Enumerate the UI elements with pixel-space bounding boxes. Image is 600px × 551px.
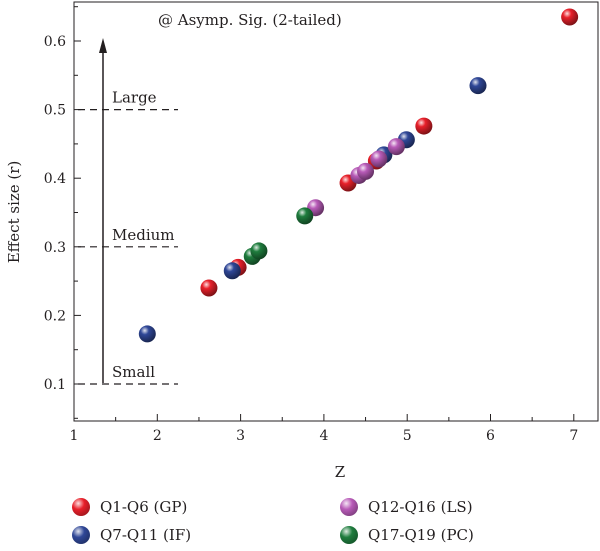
legend: Q1-Q6 (GP) Q12-Q16 (LS) Q7-Q11 (IF) Q17-… [72,498,572,548]
legend-marker [340,498,358,516]
x-tick-label: 5 [403,428,412,444]
data-point [223,262,241,280]
legend-item-q7-q11: Q7-Q11 (IF) [72,526,191,544]
x-tick-label: 1 [70,428,79,444]
legend-marker [72,526,90,544]
data-point [138,325,156,343]
data-point [370,150,388,168]
legend-label: Q1-Q6 (GP) [100,498,188,516]
y-tick-label: 0.4 [44,171,66,187]
x-tick-label: 7 [569,428,578,444]
data-point [250,242,268,260]
data-point [561,8,579,26]
y-tick-label: 0.6 [44,34,66,50]
data-point [357,162,375,180]
legend-label: Q12-Q16 (LS) [368,498,473,516]
y-tick-label: 0.1 [44,377,66,393]
x-tick-label: 3 [236,428,245,444]
threshold-label: Medium [112,226,175,244]
x-axis-ticks: 1 2 3 4 5 6 7 [70,414,578,444]
threshold-lines: Small Medium Large [78,89,178,385]
increase-arrow [99,38,107,383]
legend-label: Q17-Q19 (PC) [368,526,474,544]
data-point [415,117,433,135]
threshold-label: Large [112,89,157,107]
data-point [469,77,487,95]
y-axis-title: Effect size (r) [5,161,23,264]
x-tick-label: 6 [486,428,495,444]
y-axis-ticks: 0.1 0.2 0.3 0.4 0.5 0.6 [44,6,81,419]
x-tick-label: 2 [153,428,162,444]
y-tick-label: 0.3 [44,240,66,256]
data-points [138,8,579,343]
legend-item-q12-q16: Q12-Q16 (LS) [340,498,473,516]
threshold-label: Small [112,363,155,381]
y-tick-label: 0.2 [44,308,66,324]
legend-marker [72,498,90,516]
x-tick-label: 4 [319,428,328,444]
x-axis-title: Z [335,463,345,481]
significance-annotation: @ Asymp. Sig. (2-tailed) [158,11,342,29]
data-point [296,207,314,225]
legend-item-q17-q19: Q17-Q19 (PC) [340,526,474,544]
y-tick-label: 0.5 [44,103,66,119]
legend-item-q1-q6: Q1-Q6 (GP) [72,498,187,516]
legend-marker [340,526,358,544]
data-point [200,279,218,297]
plot-frame [73,1,599,422]
legend-label: Q7-Q11 (IF) [100,526,192,544]
data-point [387,138,405,156]
